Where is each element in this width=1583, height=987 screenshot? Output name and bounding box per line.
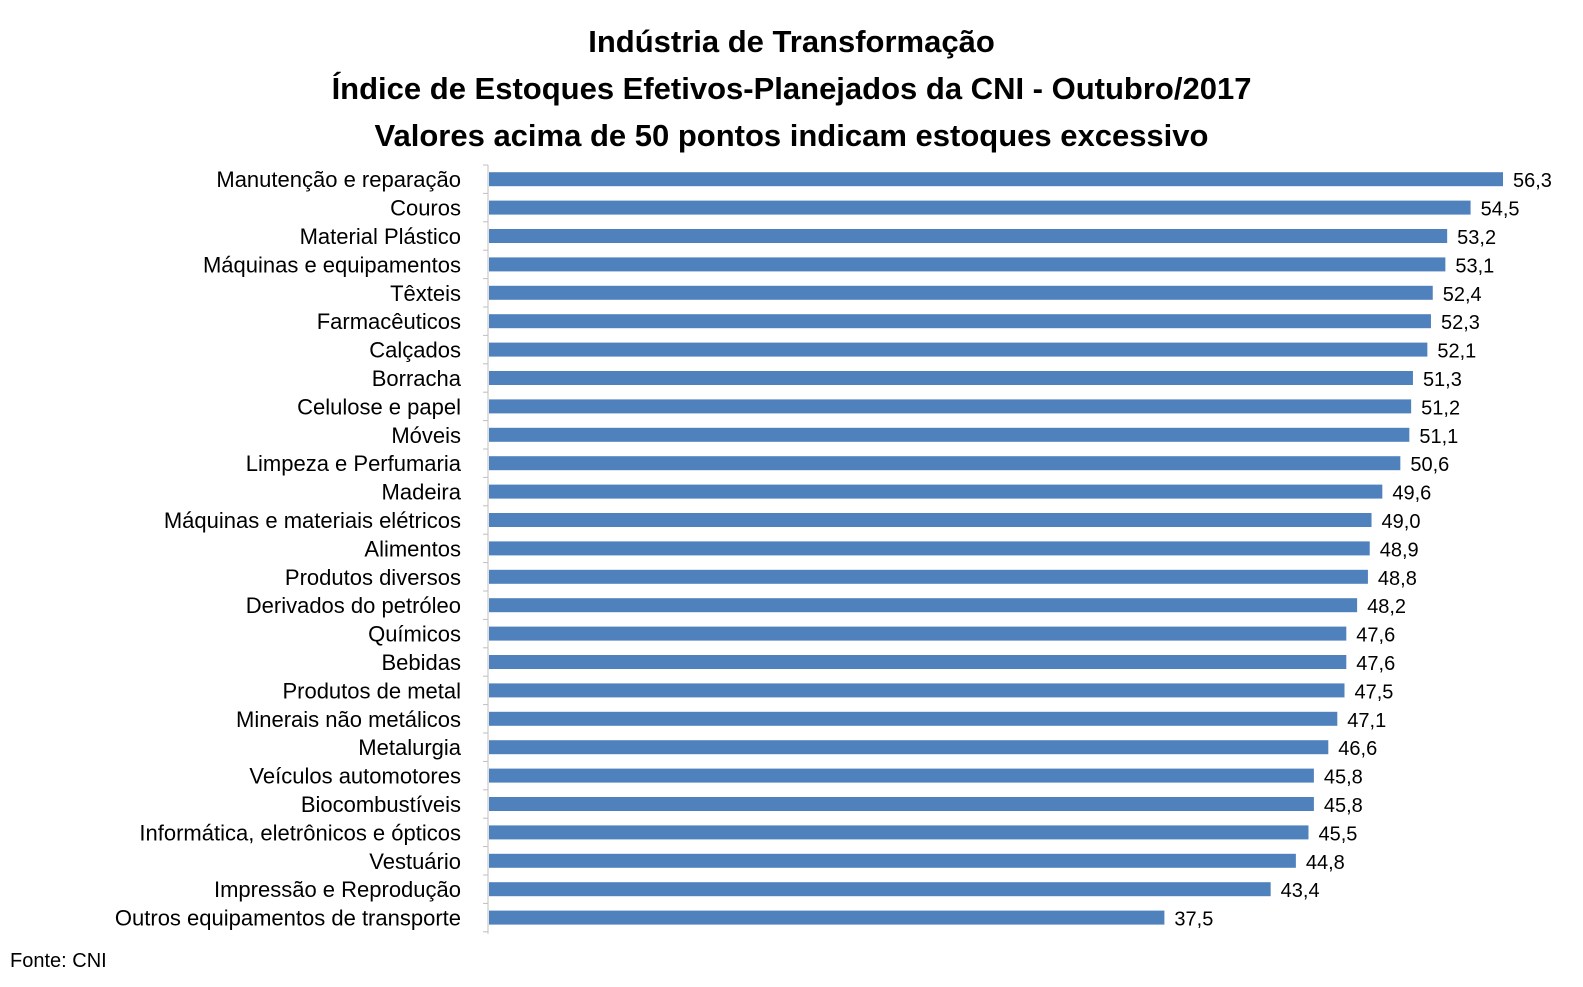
bar bbox=[489, 229, 1448, 243]
data-label: 45,8 bbox=[1324, 795, 1363, 817]
bar bbox=[489, 513, 1372, 527]
bar bbox=[489, 825, 1309, 840]
category-label: Informática, eletrônicos e ópticos bbox=[139, 820, 461, 845]
data-label: 53,2 bbox=[1457, 227, 1496, 249]
title-line-1: Indústria de Transformação bbox=[588, 24, 995, 59]
chart-title: Indústria de Transformação Índice de Est… bbox=[0, 18, 1583, 159]
title-line-3: Valores acima de 50 pontos indicam estoq… bbox=[374, 118, 1209, 153]
data-label: 44,8 bbox=[1306, 852, 1345, 874]
data-label: 51,1 bbox=[1419, 426, 1458, 448]
bar bbox=[489, 569, 1368, 584]
bar bbox=[489, 484, 1383, 499]
category-label: Produtos diversos bbox=[285, 565, 461, 590]
source-note: Fonte: CNI bbox=[10, 950, 107, 972]
bar bbox=[489, 456, 1401, 471]
data-label: 47,6 bbox=[1356, 653, 1395, 675]
bar bbox=[489, 342, 1428, 357]
category-label: Madeira bbox=[382, 480, 462, 505]
title-line-2: Índice de Estoques Efetivos-Planejados d… bbox=[331, 71, 1252, 106]
data-label: 47,1 bbox=[1347, 710, 1386, 732]
category-label: Veículos automotores bbox=[249, 764, 461, 789]
data-label: 52,1 bbox=[1437, 341, 1476, 363]
category-label: Produtos de metal bbox=[282, 678, 461, 703]
category-label: Vestuário bbox=[369, 849, 461, 874]
bar bbox=[489, 427, 1410, 442]
bar bbox=[489, 285, 1433, 300]
bar bbox=[489, 882, 1271, 897]
category-label: Minerais não metálicos bbox=[236, 707, 461, 732]
category-label: Borracha bbox=[372, 366, 462, 391]
data-label: 48,8 bbox=[1378, 568, 1417, 590]
bar bbox=[489, 257, 1446, 272]
data-label: 50,6 bbox=[1410, 454, 1449, 476]
category-label: Móveis bbox=[391, 423, 461, 448]
data-label: 54,5 bbox=[1481, 199, 1520, 221]
category-label: Derivados do petróleo bbox=[246, 593, 461, 618]
data-label: 48,9 bbox=[1380, 539, 1419, 561]
bar bbox=[489, 626, 1347, 641]
bar bbox=[489, 853, 1296, 868]
data-label: 49,6 bbox=[1392, 483, 1431, 505]
data-label: 53,1 bbox=[1455, 255, 1494, 277]
data-label: 45,8 bbox=[1324, 767, 1363, 789]
data-label: 45,5 bbox=[1318, 823, 1357, 845]
category-label: Metalurgia bbox=[358, 735, 461, 760]
data-label: 37,5 bbox=[1174, 909, 1213, 931]
bar bbox=[489, 172, 1503, 187]
data-label: 56,3 bbox=[1513, 170, 1552, 192]
category-label: Têxteis bbox=[390, 281, 461, 306]
data-label: 49,0 bbox=[1382, 511, 1421, 533]
bar bbox=[489, 200, 1471, 215]
bar bbox=[489, 797, 1314, 811]
data-label: 46,6 bbox=[1338, 738, 1377, 760]
bar bbox=[489, 541, 1370, 556]
bar bbox=[489, 655, 1347, 669]
bar bbox=[489, 683, 1345, 698]
bar bbox=[489, 399, 1412, 414]
category-label: Couros bbox=[390, 196, 461, 221]
category-label: Celulose e papel bbox=[297, 394, 461, 419]
category-label: Máquinas e materiais elétricos bbox=[164, 508, 461, 533]
data-label: 47,6 bbox=[1356, 625, 1395, 647]
category-label: Máquinas e equipamentos bbox=[203, 252, 461, 277]
category-label: Químicos bbox=[368, 622, 461, 647]
bar bbox=[489, 598, 1358, 613]
data-label: 52,4 bbox=[1443, 284, 1482, 306]
category-label: Alimentos bbox=[364, 536, 461, 561]
data-label: 52,3 bbox=[1441, 312, 1480, 334]
bar bbox=[489, 371, 1413, 385]
bar bbox=[489, 314, 1431, 329]
category-label: Manutenção e reparação bbox=[216, 167, 461, 192]
category-label: Farmacêuticos bbox=[317, 309, 461, 334]
category-label: Calçados bbox=[369, 338, 461, 363]
bar bbox=[489, 910, 1165, 925]
data-label: 48,2 bbox=[1367, 596, 1406, 618]
category-label: Outros equipamentos de transporte bbox=[115, 906, 461, 931]
bar bbox=[489, 711, 1338, 726]
category-label: Biocombustíveis bbox=[301, 792, 461, 817]
data-label: 51,3 bbox=[1423, 369, 1462, 391]
data-label: 43,4 bbox=[1281, 880, 1320, 902]
data-label: 51,2 bbox=[1421, 397, 1460, 419]
category-label: Bebidas bbox=[381, 650, 461, 675]
category-label: Impressão e Reprodução bbox=[214, 877, 461, 902]
bar bbox=[489, 768, 1314, 783]
data-label: 47,5 bbox=[1355, 681, 1394, 703]
category-label: Material Plástico bbox=[300, 224, 461, 249]
category-label: Limpeza e Perfumaria bbox=[246, 451, 462, 476]
bar bbox=[489, 740, 1329, 755]
